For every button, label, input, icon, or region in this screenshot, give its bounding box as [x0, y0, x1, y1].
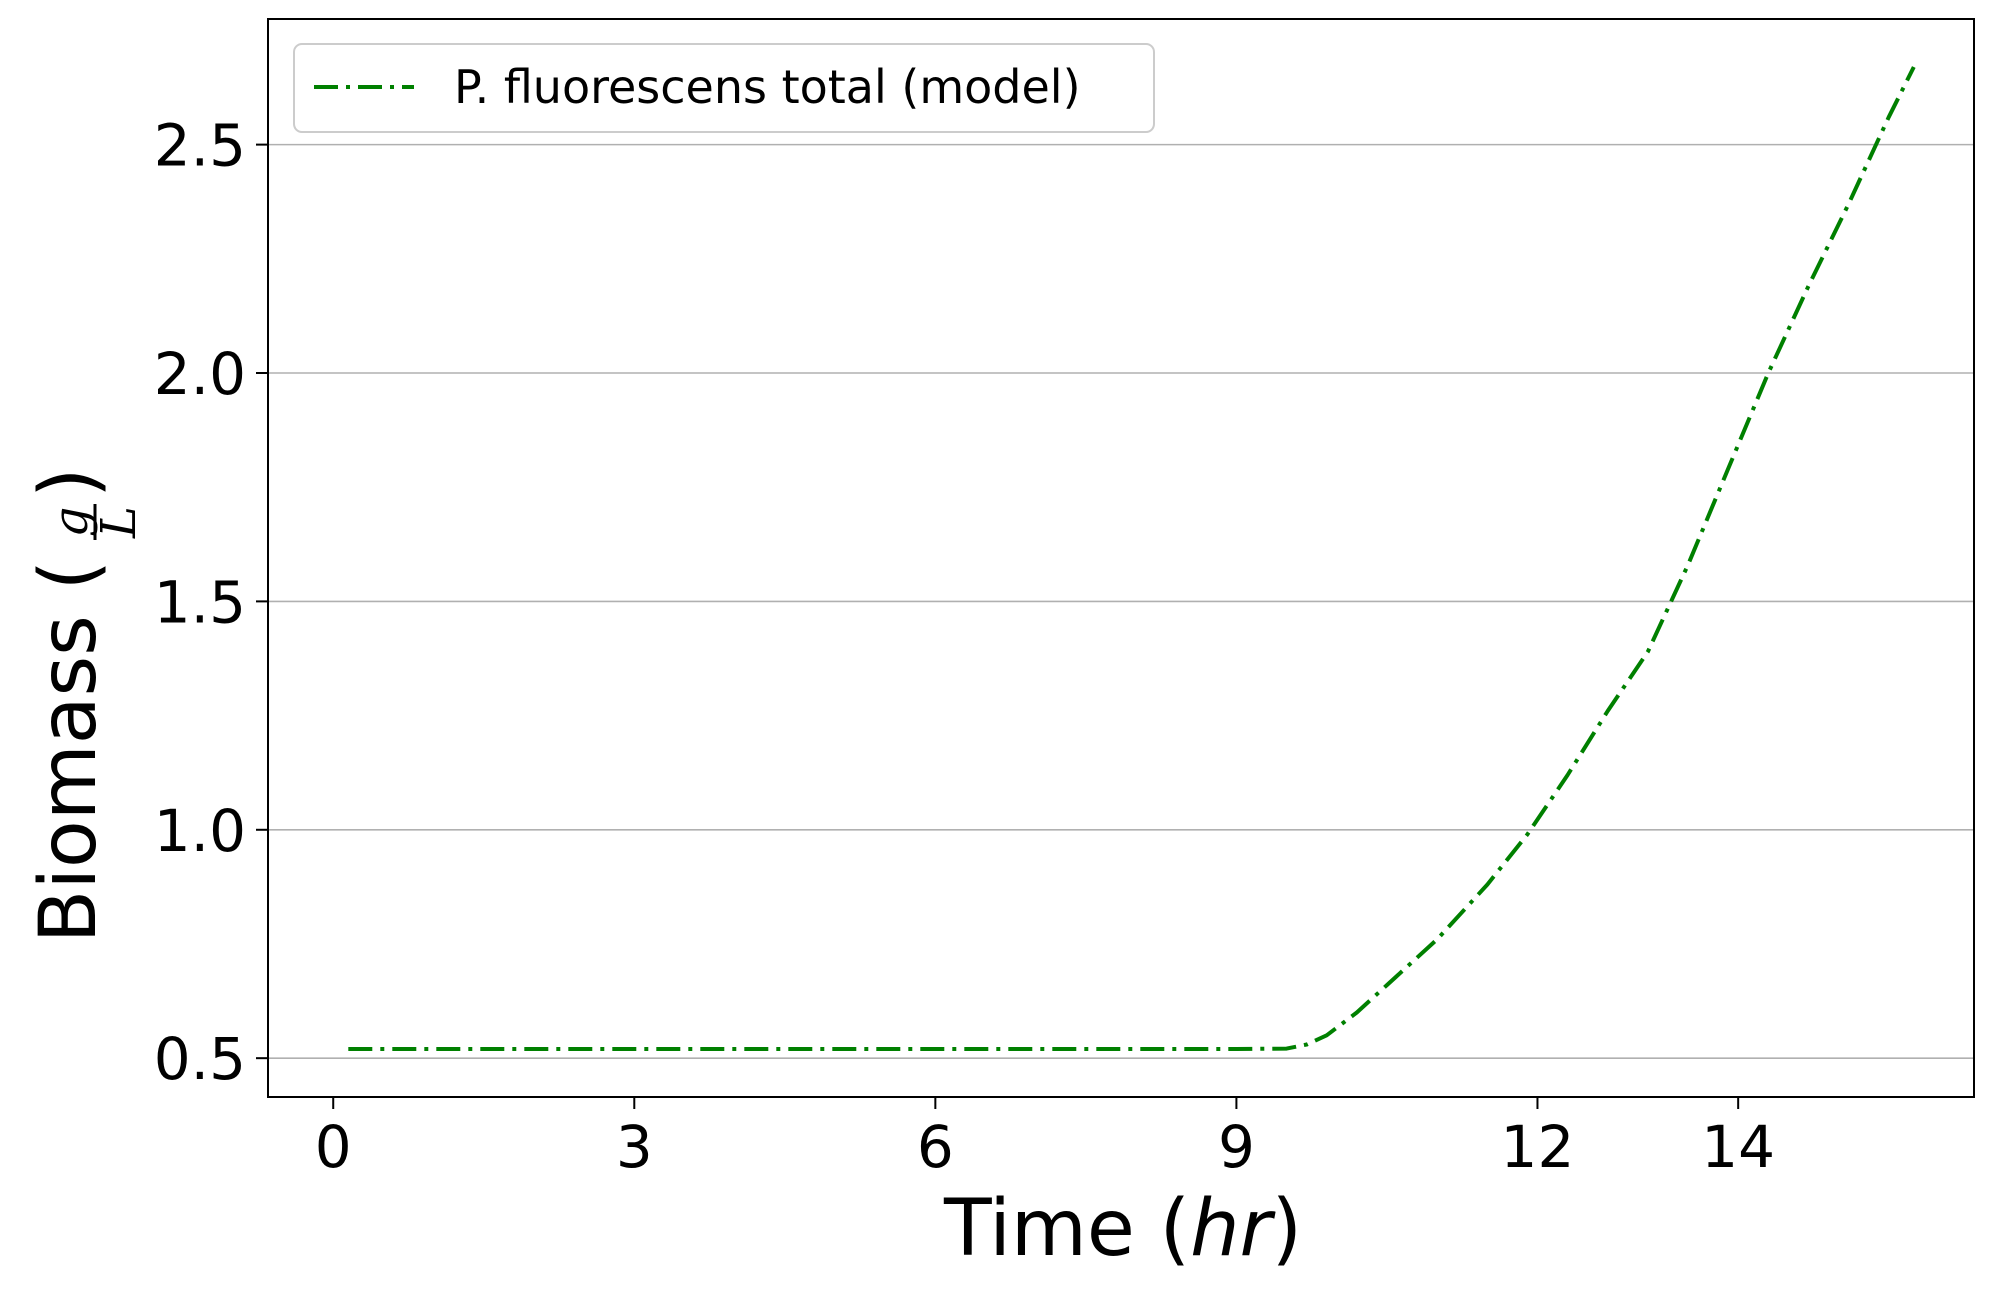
y-tick-label: 1.0	[154, 797, 246, 865]
y-axis-label-text: Biomass (	[24, 560, 114, 943]
y-tick-label: 2.0	[154, 340, 246, 408]
y-axis-label-close: )	[24, 468, 114, 498]
y-axis-label-numerator: g	[43, 507, 99, 538]
legend-box	[293, 43, 1155, 133]
x-tick-label: 9	[1218, 1113, 1255, 1181]
legend-label: P. fluorescens total (model)	[454, 60, 1081, 114]
legend: P. fluorescens total (model)	[293, 43, 1155, 133]
plot-frame	[267, 18, 1975, 1098]
x-axis-label: Time (hr)	[943, 1184, 1302, 1274]
x-tick-label: 3	[616, 1113, 653, 1181]
x-axis-label-close: )	[1272, 1184, 1302, 1274]
y-axis-label-denominator: L	[91, 506, 147, 539]
x-tick-label: 14	[1701, 1113, 1775, 1181]
y-axis-label: Biomass ( g L )	[24, 468, 147, 944]
x-axis-label-unit: hr	[1190, 1184, 1276, 1274]
y-tick-label: 2.5	[154, 112, 246, 180]
y-tick-label: 0.5	[154, 1025, 246, 1093]
x-tick-label: 12	[1501, 1113, 1575, 1181]
x-tick-label: 6	[917, 1113, 954, 1181]
x-axis-ticks: 0 3 6 9 12 14	[315, 1097, 1775, 1181]
x-tick-label: 0	[315, 1113, 352, 1181]
series-layer	[348, 66, 1916, 1051]
y-tick-label: 1.5	[154, 568, 246, 636]
grid-lines	[268, 143, 1974, 1059]
series-line	[348, 66, 1916, 1051]
y-axis-ticks: 0.5 1.0 1.5 2.0 2.5	[154, 112, 268, 1093]
x-axis-label-text: Time (	[943, 1184, 1190, 1274]
